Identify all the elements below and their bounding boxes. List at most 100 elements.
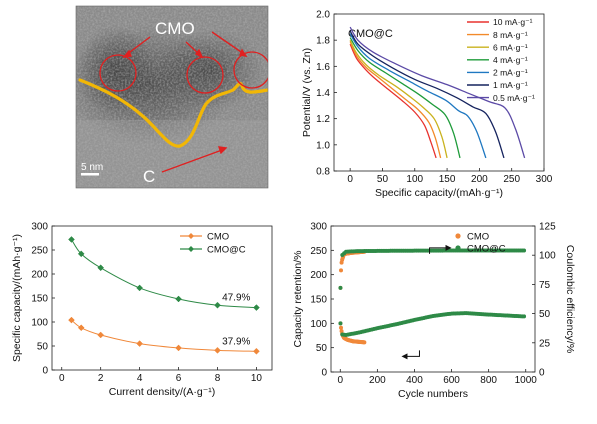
- y-tick-label: 0.8: [316, 167, 330, 178]
- legend-label: CMO: [207, 232, 229, 243]
- x-tick-label: 0: [347, 174, 353, 185]
- tem-label-c: C: [143, 167, 155, 186]
- legend-label: 10 mA·g⁻¹: [493, 17, 533, 27]
- y-tick-label: 300: [310, 222, 327, 233]
- x-axis-label: Current density/(A·g⁻¹): [109, 386, 216, 398]
- y-right-tick-label: 0: [539, 368, 545, 379]
- retention-point: [339, 325, 344, 330]
- series-line: [349, 33, 487, 159]
- x-tick-label: 10: [251, 373, 263, 384]
- data-point: [68, 236, 75, 243]
- x-tick-label: 150: [439, 174, 456, 185]
- data-point: [97, 264, 105, 272]
- y-tick-label: 250: [31, 246, 48, 257]
- series-line: [349, 30, 505, 159]
- retention-point: [338, 321, 343, 326]
- annotation-label: 47.9%: [222, 293, 250, 304]
- x-tick-label: 300: [536, 174, 553, 185]
- legend-marker: [188, 233, 194, 239]
- y-tick-label: 200: [31, 270, 48, 281]
- arrow-head: [445, 244, 452, 251]
- x-tick-label: 200: [369, 375, 386, 386]
- data-point: [214, 346, 221, 354]
- scale-bar: [81, 173, 99, 176]
- legend-label: 0.5 mA·g⁻¹: [493, 93, 535, 103]
- y-tick-label: 0: [321, 368, 327, 379]
- legend-label: 4 mA·g⁻¹: [493, 55, 528, 65]
- cycling-chart: 0 200 400 600 800 1000050100150200250300Cycle…: [292, 222, 576, 401]
- x-tick-label: 8: [215, 373, 221, 384]
- y-tick-label: 0: [42, 366, 48, 377]
- tem-image: CMO C 5 nm: [76, 6, 268, 188]
- x-tick-label: 50: [377, 174, 389, 185]
- y-right-tick-label: 25: [539, 338, 551, 349]
- x-tick-label: 800: [480, 375, 497, 386]
- x-tick-label: 2: [98, 373, 104, 384]
- data-point: [68, 316, 75, 324]
- legend-marker: [455, 245, 461, 251]
- y-tick-label: 100: [310, 319, 327, 330]
- y-tick-label: 50: [37, 342, 49, 353]
- annotation-label: 37.9%: [222, 336, 250, 347]
- series-line: [349, 26, 526, 159]
- y-tick-label: 150: [310, 295, 327, 306]
- x-tick-label: 600: [443, 375, 460, 386]
- data-point: [77, 324, 85, 332]
- x-tick-label: 400: [406, 375, 423, 386]
- y-right-tick-label: 50: [539, 309, 551, 320]
- y-tick-label: 50: [316, 343, 328, 354]
- retention-point: [362, 340, 367, 345]
- cmo-circle-1: [99, 54, 137, 92]
- x-axis-label: Specific capacity/(mAh·g⁻¹): [375, 187, 503, 199]
- x-axis-label: Cycle numbers: [398, 388, 468, 400]
- data-point: [175, 344, 182, 352]
- x-tick-label: 100: [406, 174, 423, 185]
- y-tick-label: 300: [31, 222, 48, 233]
- y-tick-label: 1.2: [316, 114, 330, 125]
- data-point: [136, 284, 143, 292]
- y-right-tick-label: 100: [539, 251, 556, 262]
- legend-label: CMO: [467, 232, 489, 243]
- efficiency-point: [339, 268, 344, 273]
- discharge-chart: 0 50 100 150 200 250 300 0.8 1.0 1.2 1.4 1.6 1.8 2.0 S…: [301, 10, 553, 200]
- scale-bar-label: 5 nm: [81, 162, 103, 173]
- data-point: [136, 340, 143, 347]
- efficiency-point: [338, 285, 343, 290]
- legend-label: 1 mA·g⁻¹: [493, 80, 528, 90]
- series-line: [349, 41, 442, 159]
- arrow-left-axis: [405, 350, 420, 357]
- x-tick-label: 0: [59, 373, 65, 384]
- y-right-tick-label: 75: [539, 280, 551, 291]
- data-point: [214, 301, 221, 309]
- legend-label: 2 mA·g⁻¹: [493, 68, 528, 78]
- x-tick-label: 6: [176, 373, 182, 384]
- y-tick-label: 250: [310, 246, 327, 257]
- y-tick-label: 1.4: [316, 88, 330, 99]
- legend-label: 8 mA·g⁻¹: [493, 30, 528, 40]
- data-point: [77, 250, 85, 258]
- x-tick-label: 0: [337, 375, 343, 386]
- x-tick-label: 250: [503, 174, 520, 185]
- y-right-tick-label: 125: [539, 222, 556, 233]
- cmo-circle-3: [233, 51, 268, 89]
- x-tick-label: 200: [471, 174, 488, 185]
- efficiency-point: [522, 248, 527, 253]
- legend-marker: [188, 246, 194, 252]
- y-right-axis-label: Coulombic efficiency/%: [564, 245, 576, 353]
- tem-label-cmo: CMO: [155, 19, 195, 38]
- legend-label: CMO@C: [207, 245, 246, 256]
- y-axis-label: Potential/V (vs. Zn): [301, 48, 313, 137]
- series-line: [349, 37, 461, 159]
- y-axis-label: Capacity retention/%: [292, 251, 304, 348]
- data-point: [253, 304, 260, 311]
- y-tick-label: 1.6: [316, 62, 330, 73]
- data-point: [97, 331, 105, 339]
- y-tick-label: 200: [310, 270, 327, 281]
- y-tick-label: 100: [31, 318, 48, 329]
- arrow-right-axis: [429, 247, 448, 254]
- series-line: [349, 39, 448, 159]
- series-line: [349, 43, 437, 159]
- data-point: [253, 347, 260, 355]
